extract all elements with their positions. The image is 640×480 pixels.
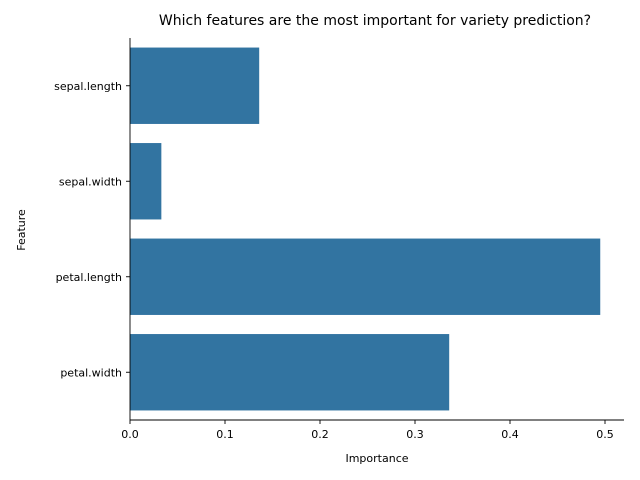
y-tick-label-petal-width: petal.width [60,366,122,379]
plot-area [130,47,601,411]
x-tick-label-0: 0.0 [121,428,139,441]
x-tick-label-4: 0.4 [501,428,519,441]
y-axis-label: Feature [15,209,28,251]
x-tick-label-2: 0.2 [311,428,329,441]
bar-sepal-width [130,143,162,220]
chart-title: Which features are the most important fo… [159,13,591,29]
y-tick-label-sepal-length: sepal.length [54,80,122,93]
x-tick-label-3: 0.3 [406,428,424,441]
y-tick-label-sepal-width: sepal.width [59,175,122,188]
bar-petal-length [130,238,601,315]
bar-petal-width [130,334,450,411]
bar-sepal-length [130,47,260,124]
x-axis-label: Importance [345,452,408,465]
x-tick-label-1: 0.1 [216,428,234,441]
y-tick-label-petal-length: petal.length [56,271,122,284]
x-tick-label-5: 0.5 [596,428,614,441]
